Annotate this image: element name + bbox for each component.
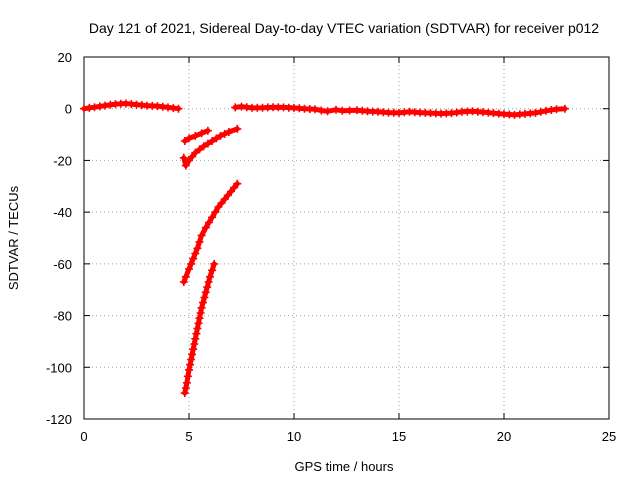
data-point [220,129,229,138]
data-point [192,329,201,338]
data-point [323,107,332,116]
data-point [179,153,188,162]
data-point [552,105,561,114]
data-point [536,107,545,116]
y-tick-label: -100 [46,360,72,375]
x-tick-label: 0 [80,429,87,444]
data-point [210,259,219,268]
data-point [191,148,200,157]
series [180,259,219,398]
data-point [332,105,340,114]
series [80,99,183,113]
x-tick-label: 25 [602,429,616,444]
data-point [191,334,200,343]
y-tick-label: -20 [53,153,72,168]
data-point [187,355,196,364]
data-point [197,129,206,138]
series [179,124,242,170]
chart-title: Day 121 of 2021, Sidereal Day-to-day VTE… [89,20,599,36]
data-points [80,99,569,398]
data-point [560,104,569,113]
data-point [180,137,189,145]
y-tick-label: 20 [58,50,72,65]
data-point [189,254,198,263]
data-point [203,283,212,292]
data-point [201,223,210,232]
data-point [197,303,206,312]
data-point [233,179,242,188]
plot-frame [83,56,610,420]
data-point [181,272,190,281]
data-point [181,384,190,392]
data-point [224,128,233,136]
data-point [212,134,221,143]
data-point [211,208,220,217]
y-tick-label: 0 [65,102,72,117]
data-point [201,288,210,297]
data-point [180,389,189,398]
series [231,102,569,119]
data-point [531,108,540,117]
x-axis-label: GPS time / hours [295,459,394,474]
data-point [233,124,242,133]
data-point [199,298,207,307]
data-point [311,105,319,114]
x-tick-label: 10 [287,429,301,444]
x-tick-label: 15 [392,429,406,444]
x-tick-label: 20 [497,429,511,444]
data-point [200,293,209,302]
y-tick-label: -60 [53,257,72,272]
data-point [216,131,225,140]
data-point [208,213,217,222]
x-tick-label: 5 [185,429,192,444]
axis-ticks: 0 5 10 15 20 25 20 0 -20 -40 -60 -80 -100 -120 [46,50,616,444]
data-point [203,139,212,148]
data-point [208,137,217,145]
data-point [187,259,196,268]
data-point [185,265,193,273]
data-point [185,134,193,143]
data-point [191,131,200,140]
data-point [204,278,213,286]
data-point [199,142,208,151]
data-point [179,278,188,286]
data-point [197,231,206,240]
data-point [204,218,213,227]
data-point [174,104,183,113]
data-point [183,372,192,381]
y-tick-label: -120 [46,412,72,427]
y-axis-label: SDTVAR / TECUs [6,185,21,290]
data-point [345,106,354,115]
data-point [189,345,198,354]
y-tick-label: -80 [53,309,72,324]
data-point [194,319,203,328]
data-point [193,324,202,333]
data-point [195,237,204,246]
data-point [196,309,205,317]
data-point [338,106,347,115]
data-point [195,314,204,323]
data-point [181,161,190,170]
series [179,179,242,286]
y-tick-label: -40 [53,205,72,220]
data-point [195,145,204,154]
data-point [203,126,212,135]
data-point [182,378,191,387]
data-point [193,244,202,253]
data-point [191,249,200,258]
data-point [188,350,197,359]
data-point [186,360,195,369]
series [180,126,212,145]
data-point [185,365,193,374]
data-point [208,266,217,275]
data-point [190,340,199,348]
data-point [206,272,214,281]
